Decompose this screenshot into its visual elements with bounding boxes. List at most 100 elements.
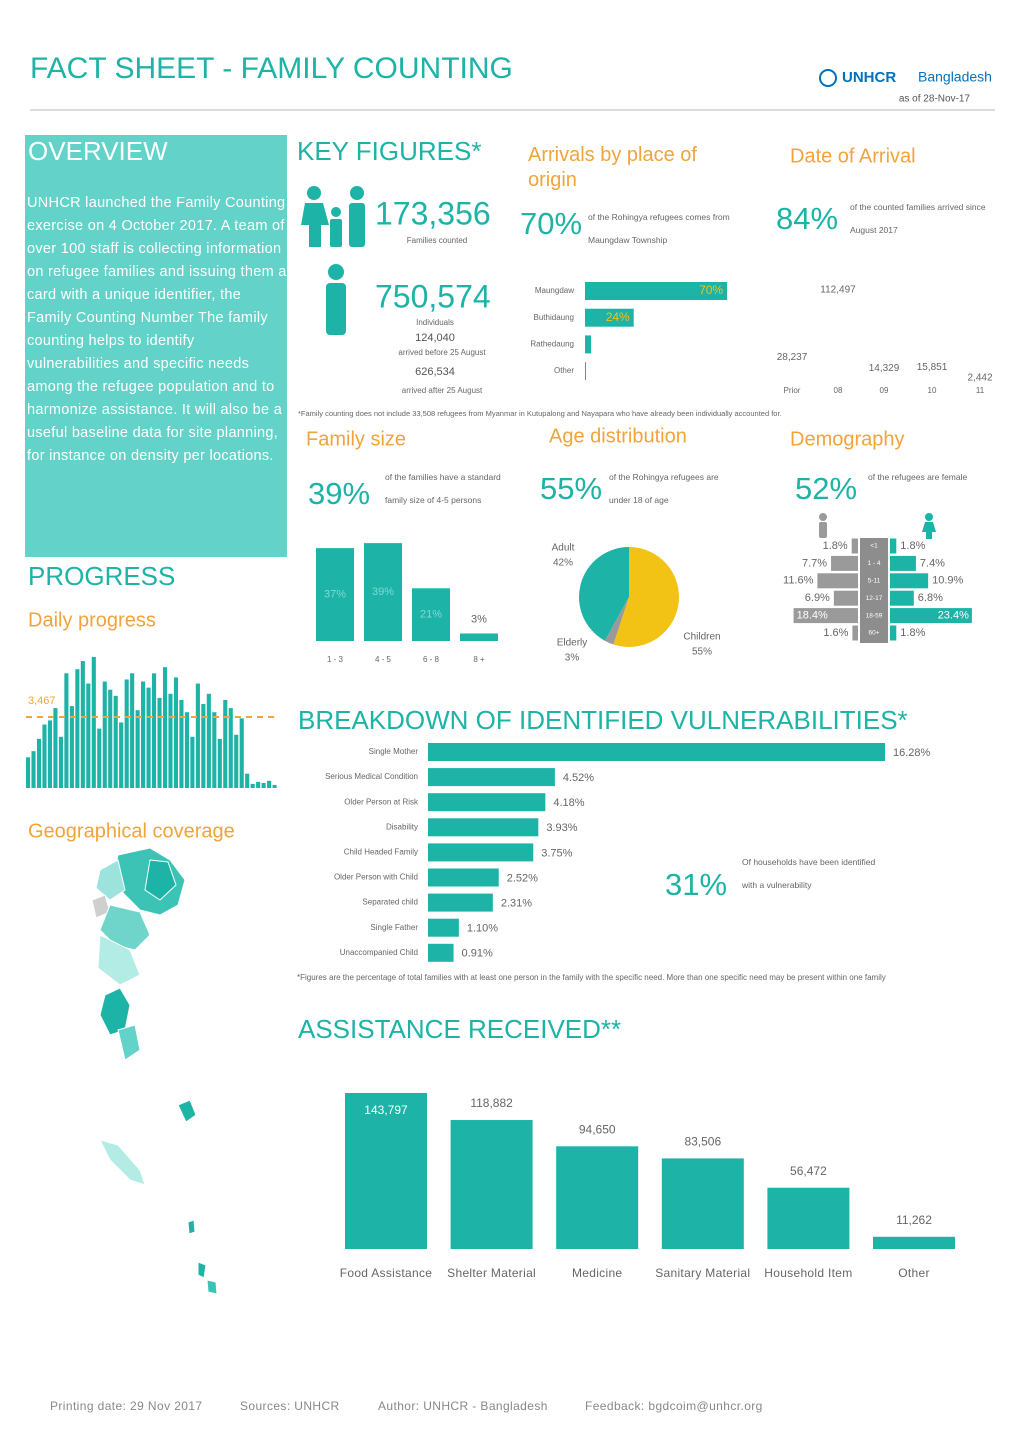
bar bbox=[239, 718, 244, 788]
category-label: Single Mother bbox=[369, 747, 419, 756]
category-label-box: Other bbox=[898, 1266, 929, 1280]
bar bbox=[195, 683, 200, 788]
bar bbox=[228, 708, 233, 788]
pyramid-bar bbox=[890, 573, 929, 589]
bar bbox=[585, 282, 728, 300]
value-label: 2,442 bbox=[967, 373, 992, 384]
category-label: Food Assistance bbox=[339, 1266, 433, 1280]
value-label: 28,237 bbox=[777, 352, 808, 363]
bar bbox=[42, 724, 47, 788]
value-label: 6.8% bbox=[918, 592, 943, 604]
bar bbox=[135, 710, 140, 788]
category-label: Maungdaw bbox=[535, 286, 574, 295]
value-label: 1.8% bbox=[823, 540, 848, 552]
bar bbox=[113, 695, 118, 788]
bar bbox=[428, 918, 459, 937]
age-label: 12-17 bbox=[866, 595, 883, 602]
demography-title: Demography bbox=[790, 428, 905, 450]
bar bbox=[585, 362, 587, 381]
value-label: 112,497 bbox=[820, 285, 856, 296]
bar bbox=[91, 656, 96, 788]
value-label: 94,650 bbox=[579, 1122, 616, 1136]
bar bbox=[450, 1120, 533, 1249]
bar bbox=[119, 722, 124, 788]
value-label: 83,506 bbox=[684, 1135, 721, 1149]
value-label: 70% bbox=[699, 283, 723, 297]
author: Author: UNHCR - Bangladesh bbox=[378, 1399, 548, 1413]
bar bbox=[173, 677, 179, 788]
overview-heading: OVERVIEW bbox=[28, 136, 168, 166]
bar bbox=[58, 736, 63, 788]
bar bbox=[272, 784, 277, 788]
bar bbox=[345, 1093, 427, 1249]
bar bbox=[53, 708, 58, 788]
category-label: Buthidaung bbox=[534, 313, 574, 322]
printing-date: Printing date: 29 Nov 2017 bbox=[50, 1399, 203, 1413]
category-label: Single Father bbox=[370, 923, 418, 932]
overview-text: UNHCR launched the Family Counting exerc… bbox=[27, 195, 287, 464]
bar bbox=[206, 693, 211, 788]
value-label: 3.75% bbox=[541, 847, 572, 859]
pie-slice bbox=[604, 597, 629, 645]
date: as of 28-Nov-17 bbox=[899, 94, 971, 105]
family-size-highlight-text-box: of the families have a standard family s… bbox=[385, 472, 501, 505]
bar bbox=[585, 308, 634, 327]
average-label: 3,467 bbox=[28, 695, 56, 707]
value-label: 14,329 bbox=[869, 363, 900, 374]
individuals-label: Individuals bbox=[416, 318, 454, 327]
category-label-box: Medicine bbox=[572, 1266, 622, 1280]
age-highlight-text: of the Rohingya refugees are under 18 of… bbox=[609, 472, 719, 505]
bar bbox=[250, 783, 255, 788]
bar bbox=[460, 633, 498, 641]
age-axis-column bbox=[860, 538, 888, 643]
page-title: FACT SHEET - FAMILY COUNTING bbox=[30, 52, 513, 85]
bar bbox=[152, 673, 157, 788]
pyramid-bar bbox=[890, 538, 897, 554]
bar bbox=[412, 588, 450, 641]
bar bbox=[141, 681, 146, 788]
arrivals-highlight: 70% bbox=[520, 206, 582, 241]
value-label: 4.18% bbox=[553, 797, 584, 809]
pyramid-bar bbox=[890, 625, 897, 641]
bar bbox=[234, 734, 239, 788]
bar bbox=[428, 793, 546, 812]
bar bbox=[364, 543, 402, 641]
value-label: 16.28% bbox=[893, 747, 931, 759]
pyramid-bar bbox=[852, 625, 858, 641]
family-icon bbox=[301, 186, 365, 247]
category-label: 11 bbox=[976, 386, 985, 395]
value-label: 2.31% bbox=[501, 898, 532, 910]
category-label: Household Item bbox=[764, 1266, 853, 1280]
bar bbox=[201, 704, 206, 788]
bar bbox=[36, 738, 42, 788]
category-label: Older Person with Child bbox=[334, 873, 418, 882]
bar bbox=[184, 712, 189, 788]
value-label: 23.4% bbox=[938, 610, 969, 622]
demography-highlight-text-box: of the refugees are female bbox=[868, 472, 967, 482]
arrivals-title: Arrivals by place of origin bbox=[528, 144, 697, 191]
bar bbox=[31, 751, 36, 788]
before-label: arrived before 25 August bbox=[398, 348, 486, 357]
overview-text-box: UNHCR launched the Family Counting exerc… bbox=[27, 195, 287, 464]
family-size-highlight-text: of the families have a standard family s… bbox=[385, 472, 501, 505]
bar bbox=[428, 893, 493, 912]
value-label: 2.52% bbox=[507, 872, 538, 884]
value-label: 1.6% bbox=[823, 627, 848, 639]
pie-slice bbox=[579, 547, 629, 641]
category-label: Disability bbox=[386, 822, 418, 831]
vulnerabilities-highlight-text: Of households have been identified with … bbox=[742, 857, 876, 890]
vulnerabilities-note-box: *Figures are the percentage of total fam… bbox=[297, 973, 886, 982]
bar bbox=[212, 712, 217, 788]
bar bbox=[267, 780, 272, 788]
logo-icon bbox=[819, 69, 837, 87]
value-label: 1.10% bbox=[467, 923, 498, 935]
age-title: Age distribution bbox=[549, 425, 687, 447]
bar bbox=[168, 693, 173, 788]
key-figures-heading: KEY FIGURES* bbox=[297, 136, 481, 166]
after-label: arrived after 25 August bbox=[402, 386, 483, 395]
pyramid-bar bbox=[890, 555, 916, 571]
category-label: Prior bbox=[784, 386, 801, 395]
value-label: 4.52% bbox=[563, 772, 594, 784]
value-label: 18.4% bbox=[797, 610, 828, 622]
geo-title: Geographical coverage bbox=[28, 820, 235, 842]
